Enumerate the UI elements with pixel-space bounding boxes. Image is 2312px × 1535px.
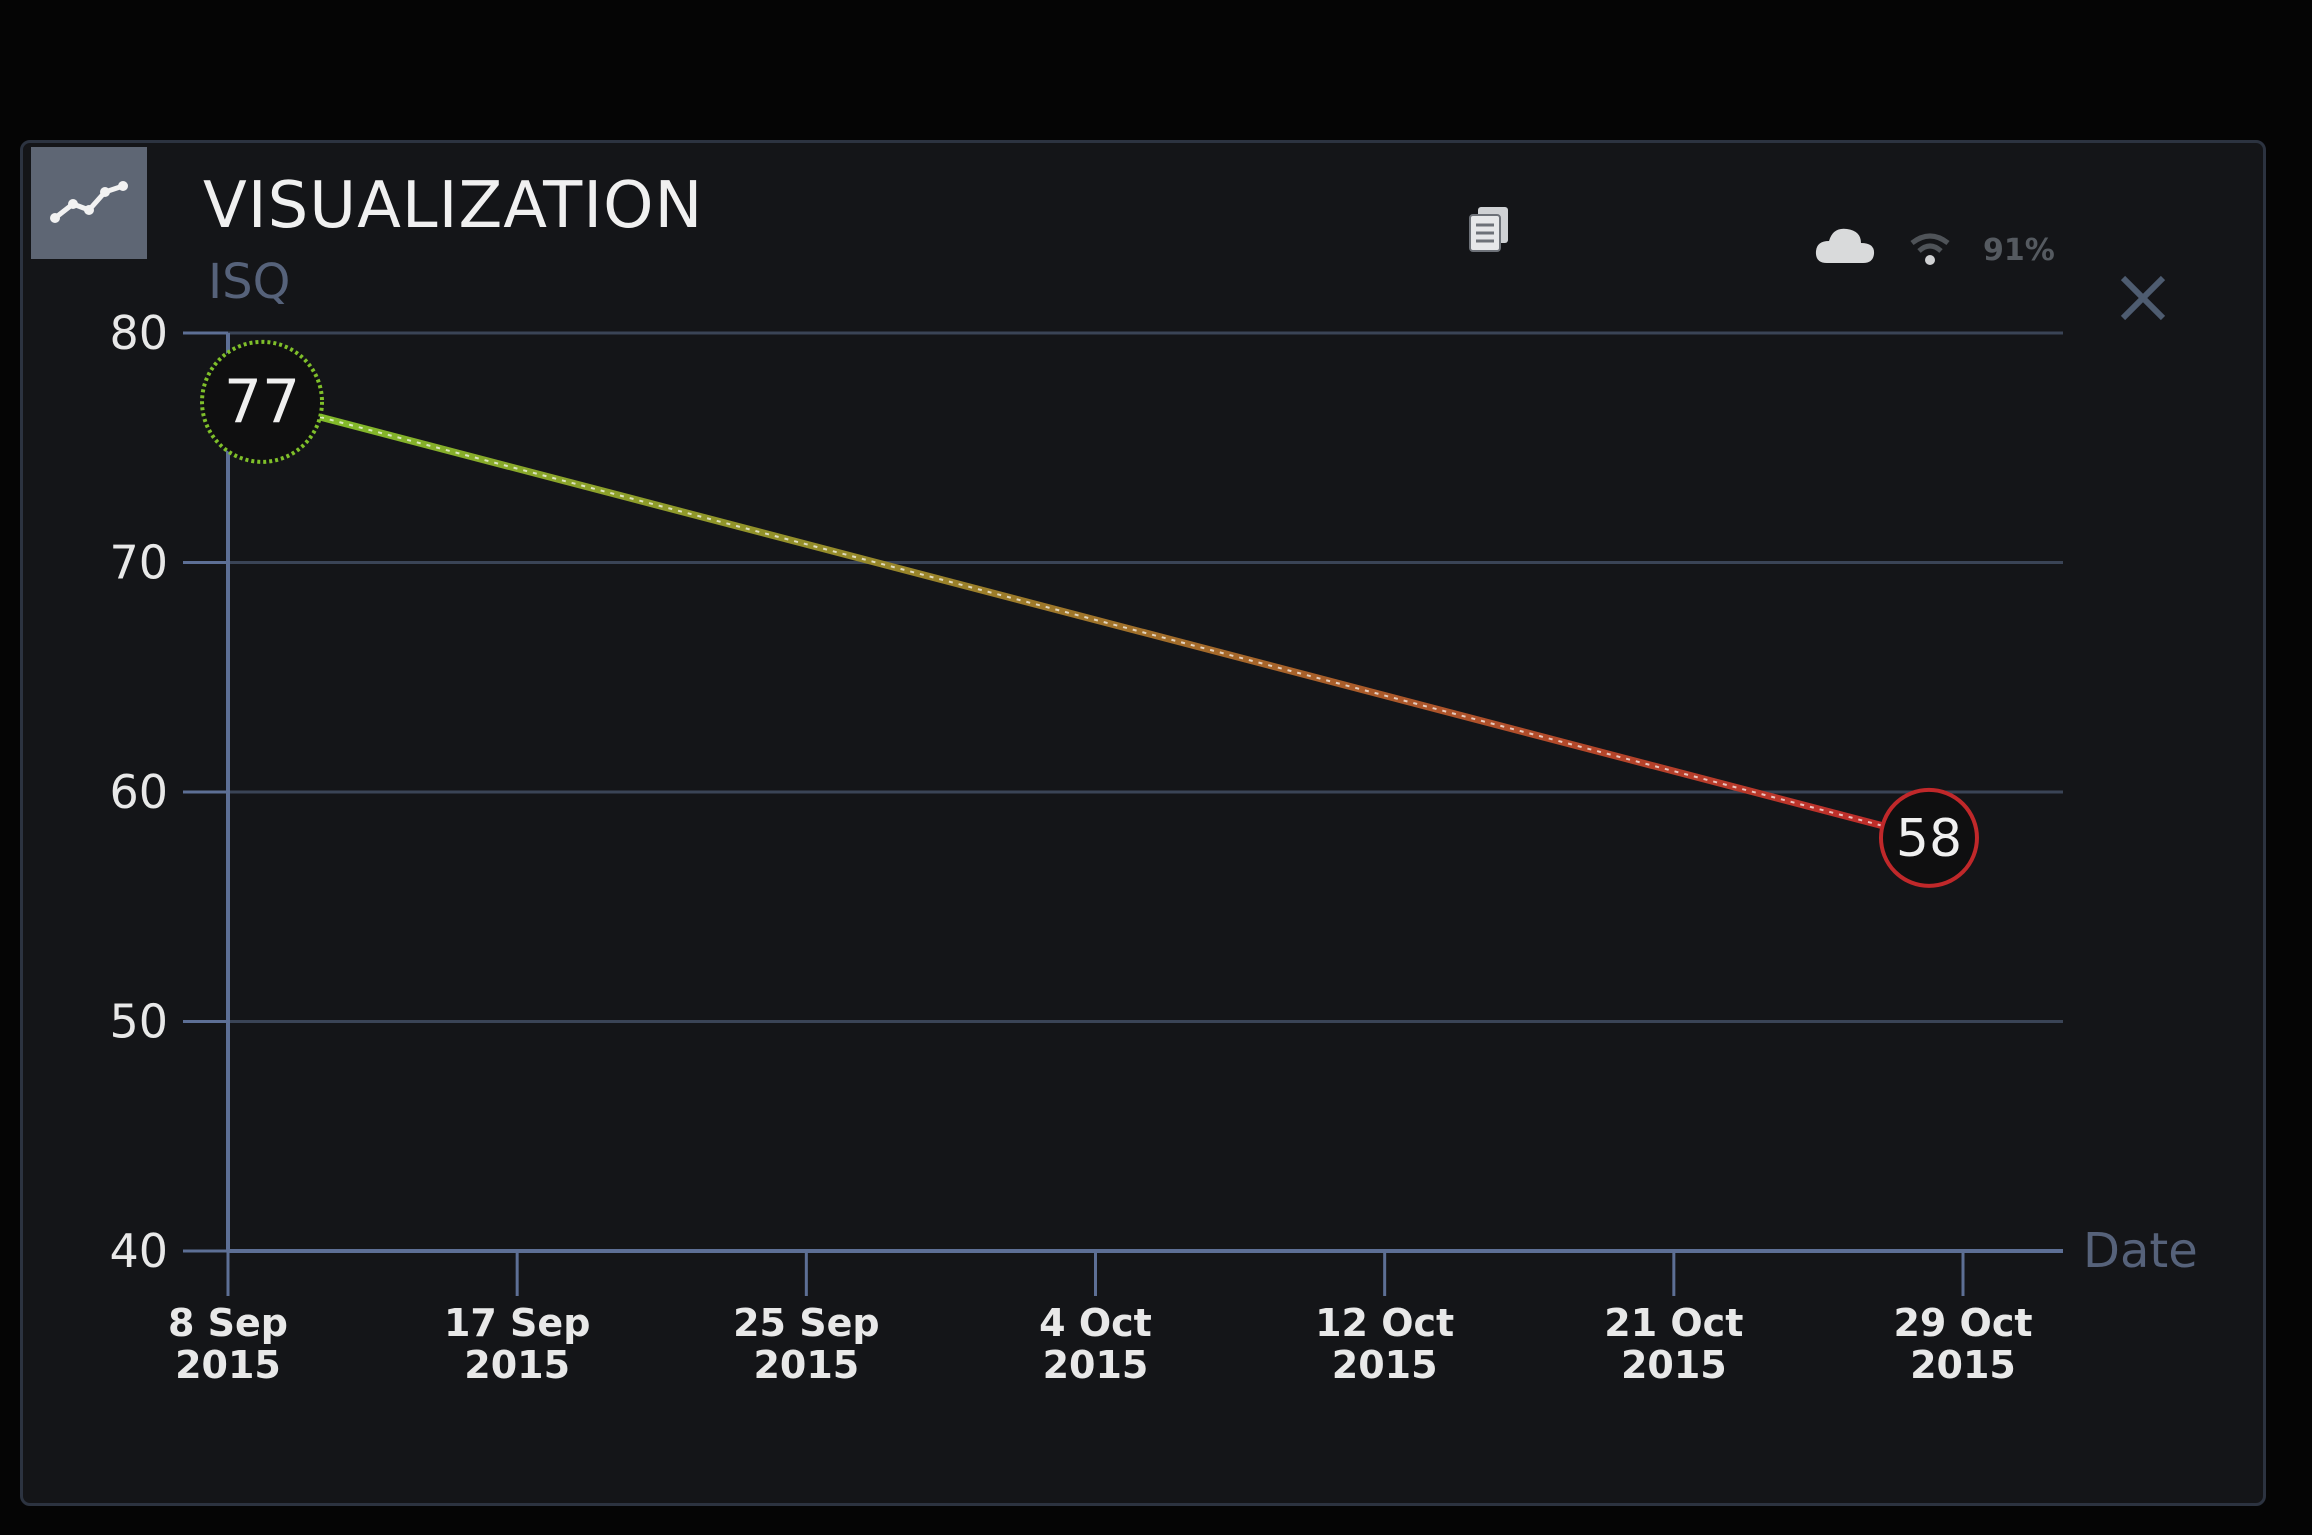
document-stack-icon[interactable] bbox=[1458, 203, 1518, 267]
cloud-icon bbox=[1813, 223, 1877, 271]
page-title: VISUALIZATION bbox=[203, 169, 704, 243]
data-label: 77 bbox=[224, 367, 300, 437]
y-tick-label: 40 bbox=[109, 1224, 168, 1278]
x-tick-label: 8 Sep 2015 bbox=[168, 1301, 288, 1387]
x-axis-label: Date bbox=[2083, 1223, 2198, 1279]
app-icon-box bbox=[31, 147, 147, 259]
x-tick-label: 29 Oct 2015 bbox=[1893, 1301, 2032, 1387]
trend-line-highlight bbox=[261, 400, 1930, 839]
x-tick-label: 21 Oct 2015 bbox=[1604, 1301, 1743, 1387]
y-tick-label: 50 bbox=[109, 995, 168, 1049]
x-tick-label: 25 Sep 2015 bbox=[733, 1301, 879, 1387]
x-tick-label: 4 Oct 2015 bbox=[1039, 1301, 1152, 1387]
close-icon[interactable] bbox=[2118, 273, 2168, 327]
visualization-screen: VISUALIZATION 91% 40 50 60 70 80 I bbox=[20, 140, 2266, 1506]
y-tick-label: 70 bbox=[109, 536, 168, 590]
line-chart-icon bbox=[49, 176, 129, 230]
y-tick-label: 60 bbox=[109, 765, 168, 819]
data-label: 58 bbox=[1896, 809, 1962, 869]
wifi-icon bbox=[1908, 231, 1952, 275]
data-point bbox=[1878, 787, 1979, 888]
x-tick-label: 12 Oct 2015 bbox=[1315, 1301, 1454, 1387]
x-tick-label: 17 Sep 2015 bbox=[444, 1301, 590, 1387]
y-axis-label: ISQ bbox=[208, 254, 290, 310]
y-tick-label: 80 bbox=[109, 306, 168, 360]
isq-chart: 40 50 60 70 80 ISQ Date 8 Sep 2015 17 Sep 2015 25 S… bbox=[109, 254, 2198, 1387]
data-point bbox=[200, 339, 325, 464]
battery-level: 91% bbox=[1983, 233, 2055, 268]
